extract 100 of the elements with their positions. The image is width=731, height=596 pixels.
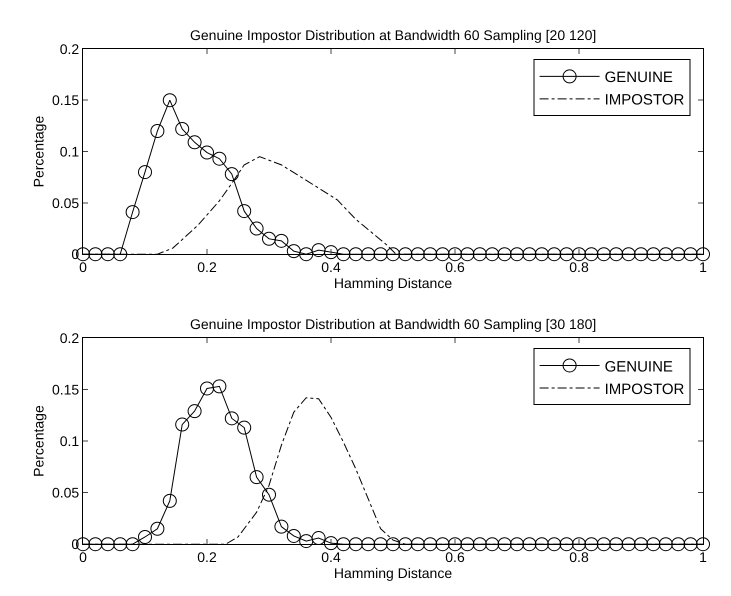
point	[646, 537, 660, 552]
point	[274, 234, 288, 248]
point	[436, 247, 450, 262]
x-tick-label: 0.2	[197, 549, 217, 566]
y-tick-label: 0.1	[60, 143, 80, 160]
point	[448, 537, 462, 552]
point	[448, 247, 462, 262]
point	[684, 247, 698, 262]
point	[336, 537, 350, 552]
x-tick-label: 0.6	[445, 259, 465, 276]
point	[423, 247, 438, 262]
point	[596, 247, 611, 262]
point	[386, 537, 400, 552]
point	[510, 537, 524, 552]
point	[250, 470, 264, 484]
point	[522, 247, 536, 262]
point	[498, 537, 512, 552]
x-tick-label: 0.2	[197, 259, 217, 276]
point	[200, 381, 214, 396]
y-tick-label: 0.15	[52, 381, 80, 398]
point	[324, 536, 338, 550]
x-tick-label: 0.8	[569, 259, 589, 276]
point	[299, 247, 314, 262]
point	[386, 247, 400, 262]
point	[162, 494, 177, 508]
point	[150, 522, 164, 536]
point	[138, 530, 152, 544]
point	[584, 537, 598, 552]
point	[361, 537, 376, 552]
legend-label: IMPOSTOR	[604, 380, 684, 398]
point	[534, 537, 549, 552]
point	[410, 247, 425, 262]
point	[510, 247, 524, 262]
point	[634, 247, 648, 262]
x-axis-title: Hamming Distance	[334, 565, 452, 582]
point	[646, 247, 660, 262]
point	[658, 247, 673, 262]
point	[374, 247, 388, 262]
point	[671, 247, 686, 262]
point	[609, 537, 624, 552]
point	[696, 537, 710, 552]
point	[522, 537, 536, 552]
point	[596, 537, 611, 552]
point	[572, 537, 586, 552]
y-tick-label: 0.2	[60, 330, 80, 346]
point	[658, 537, 673, 552]
y-tick-label: 0.2	[60, 40, 80, 57]
legend-label: GENUINE	[604, 358, 673, 376]
point	[274, 520, 288, 534]
point	[113, 247, 128, 262]
y-axis-title: Percentage	[30, 116, 47, 188]
x-tick-label: 0.4	[321, 549, 341, 566]
point	[88, 247, 102, 262]
chart-title: Genuine Impostor Distribution at Bandwidth 60 Sampling [30 180]	[190, 316, 596, 332]
point	[696, 247, 710, 262]
y-tick-label: 0.15	[52, 92, 80, 108]
x-tick-label: 0.8	[569, 549, 589, 566]
x-tick-label: 1	[699, 549, 708, 566]
y-tick-label: 0.05	[52, 484, 80, 501]
point	[336, 247, 350, 262]
point	[262, 488, 276, 502]
point	[250, 222, 264, 236]
point	[286, 244, 301, 258]
point	[150, 124, 164, 138]
point	[472, 247, 487, 262]
point	[224, 167, 239, 182]
point	[609, 247, 624, 262]
point	[126, 205, 140, 220]
point	[126, 537, 140, 552]
point	[175, 418, 190, 432]
point	[485, 537, 500, 552]
point	[398, 247, 412, 262]
point	[324, 245, 338, 260]
point	[237, 420, 252, 435]
point	[188, 404, 202, 418]
point	[262, 232, 276, 246]
point	[560, 247, 574, 262]
point	[398, 537, 412, 552]
y-tick-label: 0.05	[52, 194, 80, 211]
point	[534, 247, 549, 262]
point	[224, 411, 239, 426]
legend-label: IMPOSTOR	[604, 92, 684, 109]
point	[138, 165, 152, 180]
point	[312, 531, 326, 546]
point	[312, 243, 326, 258]
point	[113, 537, 128, 552]
point	[460, 247, 474, 262]
point	[237, 204, 252, 218]
point	[188, 135, 202, 150]
point	[622, 537, 636, 552]
point	[460, 537, 474, 552]
point	[622, 247, 636, 262]
point	[212, 152, 226, 166]
point	[634, 537, 648, 552]
point	[88, 537, 102, 552]
point	[348, 537, 363, 552]
point	[200, 146, 214, 160]
point	[498, 247, 512, 262]
chart-title: Genuine Impostor Distribution at Bandwidth 60 Sampling [20 120]	[190, 27, 596, 43]
point	[572, 247, 586, 262]
